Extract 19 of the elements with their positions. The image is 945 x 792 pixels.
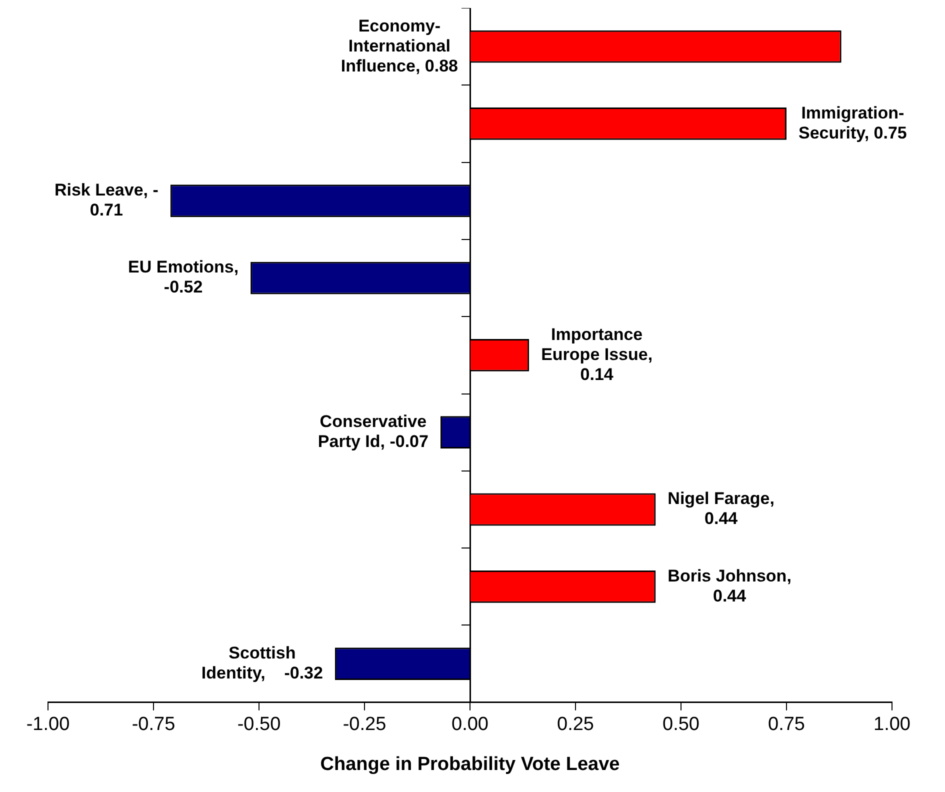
data-label: Economy- International Influence, 0.88: [340, 16, 458, 76]
x-tick-label: 0.25: [557, 714, 594, 736]
data-label: Importance Europe Issue, 0.14: [541, 324, 653, 384]
x-tick-label: 0.75: [768, 714, 805, 736]
data-label: Nigel Farage, 0.44: [668, 489, 774, 528]
x-tick-label: 1.00: [874, 714, 910, 736]
data-label: Scottish Identity, -0.32: [201, 644, 323, 683]
data-label: Immigration- Security, 0.75: [798, 103, 907, 142]
x-tick-label: -1.00: [26, 714, 70, 736]
x-axis-title: Change in Probability Vote Leave: [320, 754, 620, 775]
x-tick-label: -0.50: [237, 714, 281, 736]
data-label: Boris Johnson, 0.44: [668, 566, 792, 606]
x-tick-label: 0.50: [662, 714, 700, 736]
data-label: Risk Leave, - 0.71: [54, 180, 158, 220]
data-label: Conservative Party Id, -0.07: [318, 412, 428, 452]
x-tick-label: -0.75: [132, 714, 176, 736]
x-tick-label: -0.25: [342, 714, 386, 736]
data-label: EU Emotions, -0.52: [128, 258, 239, 297]
x-tick-label: 0.00: [452, 714, 488, 736]
